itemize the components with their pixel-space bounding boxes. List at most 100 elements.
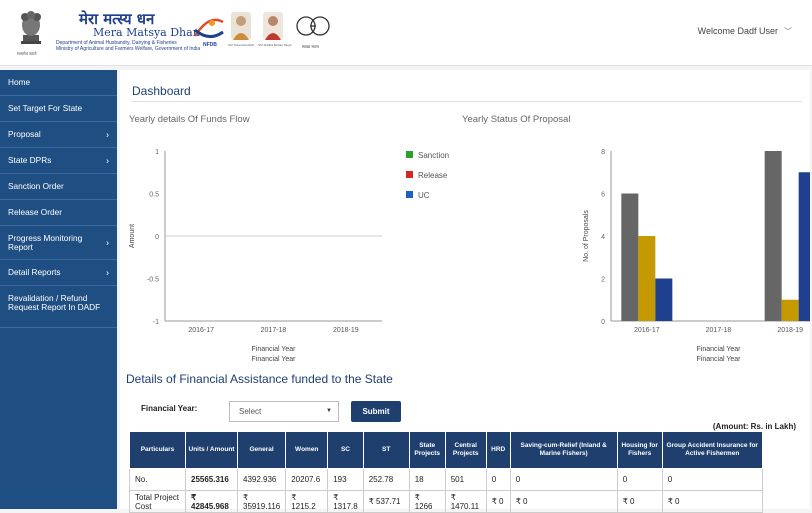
table-cell: 193 (327, 468, 364, 491)
table-cell: ₹ 35919.116 (236, 490, 287, 513)
legend-label: UC (418, 191, 430, 200)
sidebar-item-progress-monitoring[interactable]: Progress Monitoring Report › (0, 226, 117, 260)
x-tick-label: 2016-17 (634, 327, 660, 334)
chart-bar (655, 278, 673, 321)
sidebar-item-proposal[interactable]: Proposal › (0, 122, 117, 148)
legend-label: Sanction (418, 151, 449, 160)
table-cell: ₹ 0 (661, 490, 763, 513)
y-tick-label: 0 (601, 319, 605, 326)
y-tick-label: 8 (601, 149, 605, 156)
legend-swatch (406, 191, 413, 198)
table-cell: ₹ 0 (485, 490, 511, 513)
x-tick-label: 2017-18 (261, 327, 287, 334)
portrait-caption: Shri Narendra Modi (228, 43, 255, 47)
submit-button[interactable]: Submit (351, 401, 401, 422)
x-tick-label: 2018-19 (777, 327, 803, 334)
table-row: No. 25565.316 4392.936 20207.6 193 252.78 18 50… (129, 468, 763, 491)
table-header-cell: Housing for Fishers (616, 431, 663, 469)
table-header-cell: Women (285, 431, 329, 469)
main-content: Dashboard Yearly details Of Funds Flow Y… (120, 70, 810, 513)
y-tick-label: -0.5 (147, 277, 159, 284)
financial-year-select[interactable]: Select ▼ (229, 401, 339, 422)
table-header-cell: Central Projects (444, 431, 487, 469)
user-menu[interactable]: Welcome Dadf User ﹀ (698, 26, 792, 37)
sidebar-item-release-order[interactable]: Release Order (0, 200, 117, 226)
nfdb-label: NFDB (203, 42, 217, 48)
chevron-down-icon: ﹀ (784, 27, 792, 36)
proposal-chart-title: Yearly Status Of Proposal (462, 114, 571, 125)
chevron-right-icon: › (106, 267, 109, 277)
table-cell: ₹ 1266 (408, 490, 446, 513)
table-body: No. 25565.316 4392.936 20207.6 193 252.78 18 50… (129, 468, 763, 513)
table-cell: ₹ 0 (616, 490, 663, 513)
x-axis-label: Financial Year (252, 346, 297, 353)
page-title: Dashboard (132, 84, 191, 98)
table-cell: ₹ 1470.11 (444, 490, 487, 513)
y-axis-label: No. of Proposals (583, 210, 590, 262)
nfdb-logo-icon (193, 18, 224, 38)
table-cell: ₹ 1317.8 (327, 490, 364, 513)
chart-bar (621, 193, 639, 321)
swachh-bharat-caption: स्वच्छ भारत (302, 44, 319, 49)
table-header-cell: Saving-cum-Relief (Inland & Marine Fishe… (509, 431, 618, 469)
x-axis-label: Financial Year (697, 346, 742, 353)
table-cell: 25565.316 (185, 468, 238, 491)
table-cell: 0 (616, 468, 663, 491)
table-header-cell: State Projects (408, 431, 446, 469)
y-tick-label: 0.5 (149, 192, 159, 199)
y-tick-label: 4 (601, 234, 605, 241)
chart-bar (798, 172, 810, 321)
sidebar: Home Set Target For State Proposal › Stat… (0, 70, 117, 509)
sidebar-item-state-dprs[interactable]: State DPRs › (0, 148, 117, 174)
table-header-cell: Particulars (129, 431, 186, 469)
sidebar-item-detail-reports[interactable]: Detail Reports › (0, 260, 117, 286)
chevron-right-icon: › (106, 155, 109, 165)
financial-year-label: Financial Year: (141, 404, 198, 413)
table-cell: 4392.936 (236, 468, 287, 491)
table-cell: No. (129, 468, 186, 491)
x-axis-label: Financial Year (252, 356, 297, 363)
table-cell: 0 (661, 468, 763, 491)
national-emblem-icon (21, 11, 41, 44)
proposal-status-chart: 8 6 4 2 0 No. of Proposals 2016-17 2017-18 2018-… (583, 149, 810, 363)
legend-swatch (406, 171, 413, 178)
legend-swatch (406, 151, 413, 158)
department-text: Department of Animal Husbandry, Dairying… (56, 40, 201, 52)
table-cell: ₹ 537.71 (362, 490, 410, 513)
table-cell: 252.78 (362, 468, 410, 491)
x-tick-label: 2017-18 (706, 327, 732, 334)
table-cell: 501 (444, 468, 487, 491)
y-tick-label: -1 (153, 319, 159, 326)
portrait-image (263, 12, 283, 40)
chevron-right-icon: › (106, 129, 109, 139)
sidebar-item-home[interactable]: Home (0, 70, 117, 96)
amount-note: (Amount: Rs. in Lakh) (712, 422, 796, 431)
swachh-bharat-logo-icon (296, 16, 330, 36)
welcome-text: Welcome Dadf User (697, 26, 778, 36)
x-tick-label: 2018-19 (333, 327, 359, 334)
table-cell: ₹ 42845.968 (185, 490, 238, 513)
y-tick-label: 0 (155, 234, 159, 241)
funds-chart-title: Yearly details Of Funds Flow (129, 114, 250, 125)
x-axis-label: Financial Year (697, 356, 742, 363)
table-header-cell: General (236, 431, 287, 469)
x-tick-label: 2016-17 (188, 327, 214, 334)
table-header-cell: HRD (485, 431, 511, 469)
sidebar-item-set-target[interactable]: Set Target For State (0, 96, 117, 122)
top-header: सत्यमेव जयते मेरा मत्स्य धन Mera Matsya … (0, 0, 812, 66)
table-cell: ₹ 1215.2 (285, 490, 329, 513)
table-cell: 18 (408, 468, 446, 491)
brand-english-title: Mera Matsya Dhan (93, 26, 200, 39)
sidebar-item-sanction-order[interactable]: Sanction Order (0, 174, 117, 200)
table-header-cell: ST (362, 431, 410, 469)
sidebar-item-revalidation[interactable]: Revalidation / Refund Request Report In … (0, 286, 117, 328)
emblem-caption: सत्यमेव जयते (17, 51, 37, 56)
brand-hindi-title: मेरा मत्स्य धन (79, 10, 155, 28)
logo-banner: सत्यमेव जयते मेरा मत्स्य धन Mera Matsya … (0, 0, 345, 58)
table-header-cell: Units / Amount (185, 431, 238, 469)
table-cell: 20207.6 (285, 468, 329, 491)
table-header-cell: Group Accident Insurance for Active Fish… (661, 431, 763, 469)
chart-bar (764, 151, 782, 321)
table-cell: 0 (485, 468, 511, 491)
table-cell: 0 (509, 468, 618, 491)
